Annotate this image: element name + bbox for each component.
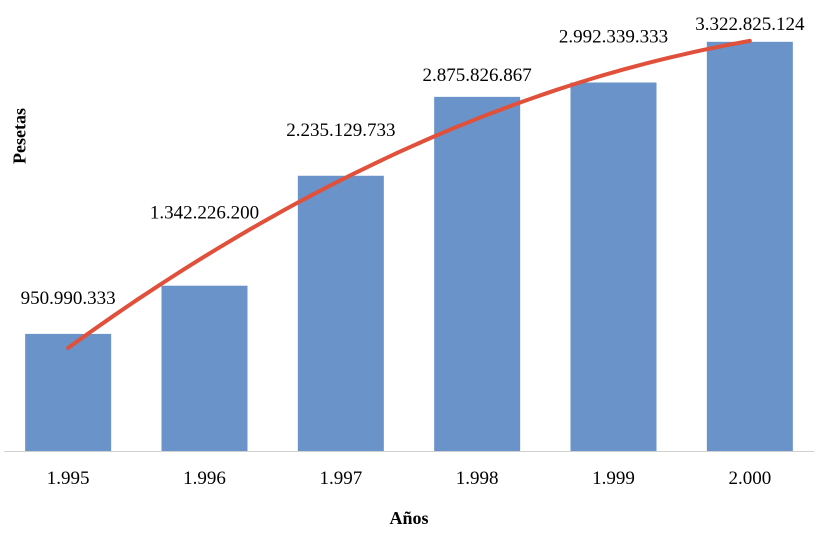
x-tick-label: 1.998 [456,468,499,489]
x-tick-label: 1.996 [183,468,226,489]
trendline [66,38,752,350]
x-tick-label: 1.995 [47,468,90,489]
bar-1.999 [570,82,657,452]
y-axis-label: Pesetas [9,108,30,164]
x-tick-label: 2.000 [728,468,771,489]
bar-1.998 [434,96,521,452]
data-label: 3.322.825.124 [695,14,805,35]
x-axis-label: Años [389,508,429,528]
bar-1.997 [297,175,384,451]
x-tick-label: 1.999 [592,468,635,489]
bar-2.000 [706,41,793,452]
data-label: 2.235.129.733 [286,120,395,141]
bar-1.995 [25,333,112,451]
data-label: 950.990.333 [21,288,116,309]
data-label: 2.875.826.867 [423,65,532,86]
data-label: 2.992.339.333 [559,26,668,47]
data-label: 1.342.226.200 [150,203,259,224]
x-tick-label: 1.997 [319,468,362,489]
bar-1.996 [161,285,248,451]
